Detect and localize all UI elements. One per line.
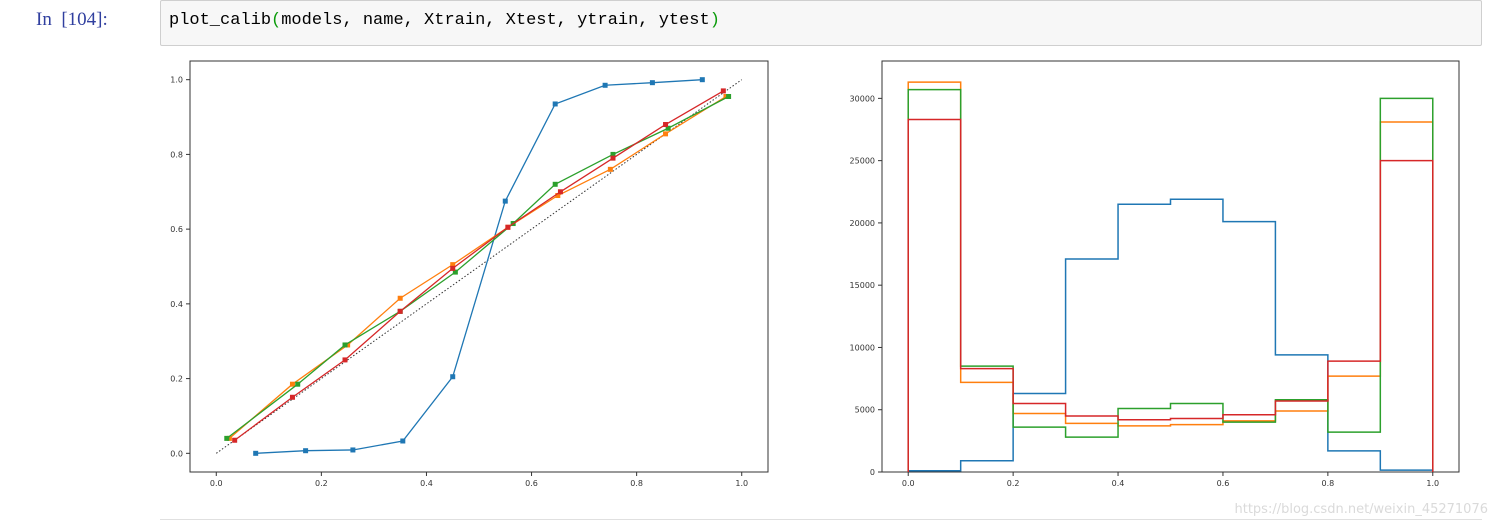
y-tick-label: 0.6 [170,225,183,234]
code-open-paren: ( [271,11,282,30]
x-tick-label: 0.4 [420,479,433,488]
x-tick-label: 0.2 [1007,479,1020,488]
x-tick-label: 0.4 [1112,479,1125,488]
y-tick-label: 0.2 [170,375,183,384]
calibration-curve-chart: 0.0 0.2 0.4 0.6 0.8 1.0 0.0 0.2 0.4 0.6 0.8 1.0 [170,60,769,488]
y-tick-label: 20000 [850,219,875,228]
x-tick-label: 0.8 [630,479,643,488]
calibration-series-line-3 [234,90,724,441]
calibration-point [552,181,558,187]
cell-output: 0.0 0.2 0.4 0.6 0.8 1.0 0.0 0.2 0.4 0.6 0.8 1.0 0.0… [160,52,1490,522]
x-tick-label: 0.6 [1217,479,1230,488]
calibration-point [723,93,729,99]
perfect-calibration-line [215,79,743,454]
calibration-point [226,435,232,441]
y-tick-label: 0 [870,468,875,477]
watermark: https://blog.csdn.net/weixin_45271076 [1234,502,1488,517]
calibration-point [224,435,230,441]
calibration-point [505,224,511,230]
cell-prompt: In [104]: [36,9,108,30]
x-tick-label: 0.0 [210,479,223,488]
calibration-point [450,262,456,268]
y-tick-label: 10000 [850,343,875,352]
plot-frame [881,60,1460,473]
calibration-point [345,342,351,348]
histogram-series-3 [907,118,1434,472]
calibration-point [295,381,301,387]
calibration-point [232,437,238,443]
calibration-point [450,265,456,271]
probability-histogram-chart: 0.0 0.2 0.4 0.6 0.8 1.0 0 5000 10000 15000 20000 25… [850,60,1460,488]
x-tick-label: 0.8 [1321,479,1334,488]
x-tick-label: 0.6 [525,479,538,488]
y-tick-label: 15000 [850,281,875,290]
calibration-point [663,131,669,137]
calibration-point [552,101,558,107]
calibration-point [610,151,616,157]
calibration-point [699,77,705,83]
code-arguments: models, name, Xtrain, Xtest, ytrain, yte… [281,11,710,30]
calibration-point [665,125,671,131]
calibration-point [303,448,309,454]
calibration-point [450,374,456,380]
histogram-series-2 [907,88,1434,472]
calibration-point [350,447,356,453]
y-tick-label: 0.8 [170,150,183,159]
calibration-point [663,122,669,128]
calibration-point [555,193,561,199]
calibration-point [726,93,732,99]
calibration-series-line-1 [228,95,727,439]
code-text: plot_calib(models, name, Xtrain, Xtest, … [169,11,720,30]
x-tick-label: 1.0 [735,479,748,488]
y-tick-label: 0.4 [170,300,183,309]
calibration-point [610,155,616,161]
calibration-point [397,308,403,314]
calibration-point [720,88,726,94]
y-tick-label: 1.0 [170,76,183,85]
calibration-point [502,198,508,204]
y-tick-label: 5000 [855,406,875,415]
y-tick-label: 0.0 [170,449,183,458]
calibration-point [452,269,458,275]
calibration-point [400,438,406,444]
calibration-point [607,166,613,172]
calibration-series-line-2 [226,95,729,439]
histogram-series-1 [907,81,1434,472]
calibration-point [557,189,563,195]
calibration-point [649,80,655,86]
y-tick-label: 25000 [850,157,875,166]
code-close-paren: ) [709,11,720,30]
calibration-point [342,357,348,363]
calibration-point [342,342,348,348]
calibration-series-line-0 [255,79,703,454]
calibration-point [289,394,295,400]
x-tick-label: 0.2 [315,479,328,488]
calibration-point [602,82,608,88]
histogram-series-0 [907,198,1434,472]
code-cell-input[interactable]: plot_calib(models, name, Xtrain, Xtest, … [160,0,1482,46]
plot-frame [189,60,769,473]
calibration-point [397,295,403,301]
calibration-point [253,450,259,456]
code-function-name: plot_calib [169,11,272,30]
y-tick-label: 30000 [850,94,875,103]
calibration-point [289,381,295,387]
cell-divider [160,519,1482,520]
x-tick-label: 0.0 [902,479,915,488]
x-tick-label: 1.0 [1426,479,1439,488]
